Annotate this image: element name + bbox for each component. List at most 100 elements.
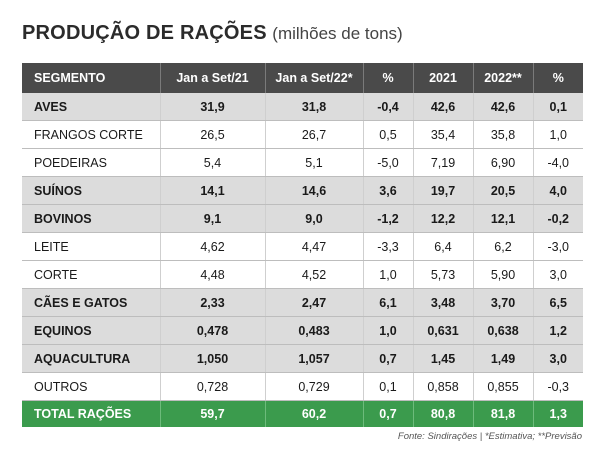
value-cell: 0,638 bbox=[473, 316, 534, 345]
value-cell: 59,7 bbox=[160, 400, 266, 427]
value-cell: 4,62 bbox=[160, 232, 266, 261]
value-cell: 0,855 bbox=[473, 372, 534, 401]
value-cell: 2,33 bbox=[160, 288, 266, 317]
segment-cell: LEITE bbox=[22, 232, 161, 261]
value-cell: 0,631 bbox=[413, 316, 474, 345]
table-row: CÃES E GATOS 2,33 2,47 6,1 3,48 3,70 6,5 bbox=[22, 288, 583, 317]
value-cell: 31,8 bbox=[265, 93, 364, 121]
segment-cell: POEDEIRAS bbox=[22, 148, 161, 177]
table-row: AQUACULTURA 1,050 1,057 0,7 1,45 1,49 3,0 bbox=[22, 344, 583, 373]
value-cell: 80,8 bbox=[413, 400, 474, 427]
value-cell: 3,0 bbox=[533, 260, 583, 289]
segment-cell: CÃES E GATOS bbox=[22, 288, 161, 317]
value-cell: -3,0 bbox=[533, 232, 583, 261]
value-cell: 6,5 bbox=[533, 288, 583, 317]
segment-cell: TOTAL RAÇÕES bbox=[22, 400, 161, 427]
value-cell: 1,0 bbox=[363, 260, 414, 289]
segment-cell: SUÍNOS bbox=[22, 176, 161, 205]
value-cell: 60,2 bbox=[265, 400, 364, 427]
value-cell: 0,7 bbox=[363, 344, 414, 373]
value-cell: 4,48 bbox=[160, 260, 266, 289]
value-cell: 0,728 bbox=[160, 372, 266, 401]
table-row: OUTROS 0,728 0,729 0,1 0,858 0,855 -0,3 bbox=[22, 372, 583, 401]
value-cell: 6,1 bbox=[363, 288, 414, 317]
value-cell: 5,90 bbox=[473, 260, 534, 289]
title-subtitle: (milhões de tons) bbox=[272, 24, 403, 43]
value-cell: 26,7 bbox=[265, 120, 364, 149]
value-cell: 31,9 bbox=[160, 93, 266, 121]
value-cell: 0,1 bbox=[533, 93, 583, 121]
value-cell: -4,0 bbox=[533, 148, 583, 177]
value-cell: 42,6 bbox=[473, 93, 534, 121]
value-cell: 3,6 bbox=[363, 176, 414, 205]
value-cell: 9,1 bbox=[160, 204, 266, 233]
value-cell: 14,1 bbox=[160, 176, 266, 205]
value-cell: 1,0 bbox=[533, 120, 583, 149]
value-cell: 1,45 bbox=[413, 344, 474, 373]
value-cell: -3,3 bbox=[363, 232, 414, 261]
value-cell: 5,73 bbox=[413, 260, 474, 289]
table-row: FRANGOS CORTE 26,5 26,7 0,5 35,4 35,8 1,0 bbox=[22, 120, 583, 149]
segment-cell: CORTE bbox=[22, 260, 161, 289]
value-cell: 35,8 bbox=[473, 120, 534, 149]
value-cell: 0,858 bbox=[413, 372, 474, 401]
value-cell: 19,7 bbox=[413, 176, 474, 205]
title-main: PRODUÇÃO DE RAÇÕES bbox=[22, 22, 267, 44]
value-cell: -1,2 bbox=[363, 204, 414, 233]
value-cell: 12,1 bbox=[473, 204, 534, 233]
value-cell: 42,6 bbox=[413, 93, 474, 121]
value-cell: 1,2 bbox=[533, 316, 583, 345]
value-cell: 0,729 bbox=[265, 372, 364, 401]
value-cell: -0,4 bbox=[363, 93, 414, 121]
segment-cell: OUTROS bbox=[22, 372, 161, 401]
ration-production-table: SEGMENTO Jan a Set/21 Jan a Set/22* % 20… bbox=[22, 63, 583, 427]
table-row: SUÍNOS 14,1 14,6 3,6 19,7 20,5 4,0 bbox=[22, 176, 583, 205]
col-header-pct-1: % bbox=[363, 63, 414, 93]
segment-cell: AVES bbox=[22, 93, 161, 121]
col-header-jan-set-21: Jan a Set/21 bbox=[160, 63, 266, 93]
table-row: CORTE 4,48 4,52 1,0 5,73 5,90 3,0 bbox=[22, 260, 583, 289]
value-cell: 20,5 bbox=[473, 176, 534, 205]
value-cell: 0,478 bbox=[160, 316, 266, 345]
chart-title: PRODUÇÃO DE RAÇÕES (milhões de tons) bbox=[22, 20, 403, 47]
total-row: TOTAL RAÇÕES 59,7 60,2 0,7 80,8 81,8 1,3 bbox=[22, 400, 583, 427]
header-row: SEGMENTO Jan a Set/21 Jan a Set/22* % 20… bbox=[22, 63, 583, 93]
col-header-pct-2: % bbox=[533, 63, 583, 93]
segment-cell: FRANGOS CORTE bbox=[22, 120, 161, 149]
value-cell: 1,050 bbox=[160, 344, 266, 373]
segment-cell: EQUINOS bbox=[22, 316, 161, 345]
value-cell: 0,1 bbox=[363, 372, 414, 401]
value-cell: 35,4 bbox=[413, 120, 474, 149]
value-cell: -0,2 bbox=[533, 204, 583, 233]
value-cell: 3,70 bbox=[473, 288, 534, 317]
table-row: BOVINOS 9,1 9,0 -1,2 12,2 12,1 -0,2 bbox=[22, 204, 583, 233]
value-cell: 0,5 bbox=[363, 120, 414, 149]
value-cell: 1,3 bbox=[533, 400, 583, 427]
value-cell: 5,4 bbox=[160, 148, 266, 177]
value-cell: 0,483 bbox=[265, 316, 364, 345]
value-cell: 4,0 bbox=[533, 176, 583, 205]
value-cell: 12,2 bbox=[413, 204, 474, 233]
col-header-segmento: SEGMENTO bbox=[22, 63, 161, 93]
value-cell: 1,0 bbox=[363, 316, 414, 345]
value-cell: 1,49 bbox=[473, 344, 534, 373]
value-cell: -0,3 bbox=[533, 372, 583, 401]
segment-cell: BOVINOS bbox=[22, 204, 161, 233]
value-cell: 4,52 bbox=[265, 260, 364, 289]
value-cell: 4,47 bbox=[265, 232, 364, 261]
value-cell: 3,48 bbox=[413, 288, 474, 317]
col-header-jan-set-22: Jan a Set/22* bbox=[265, 63, 364, 93]
table-row: EQUINOS 0,478 0,483 1,0 0,631 0,638 1,2 bbox=[22, 316, 583, 345]
table-body: AVES 31,9 31,8 -0,4 42,6 42,6 0,1 FRANGOS CORTE… bbox=[22, 93, 583, 427]
table-row: AVES 31,9 31,8 -0,4 42,6 42,6 0,1 bbox=[22, 93, 583, 121]
value-cell: 5,1 bbox=[265, 148, 364, 177]
value-cell: 7,19 bbox=[413, 148, 474, 177]
value-cell: 2,47 bbox=[265, 288, 364, 317]
source-footnote: Fonte: Sindirações | *Estimativa; **Prev… bbox=[397, 431, 582, 442]
table-row: POEDEIRAS 5,4 5,1 -5,0 7,19 6,90 -4,0 bbox=[22, 148, 583, 177]
value-cell: 6,90 bbox=[473, 148, 534, 177]
value-cell: 26,5 bbox=[160, 120, 266, 149]
value-cell: 6,2 bbox=[473, 232, 534, 261]
col-header-2021: 2021 bbox=[413, 63, 474, 93]
value-cell: 14,6 bbox=[265, 176, 364, 205]
